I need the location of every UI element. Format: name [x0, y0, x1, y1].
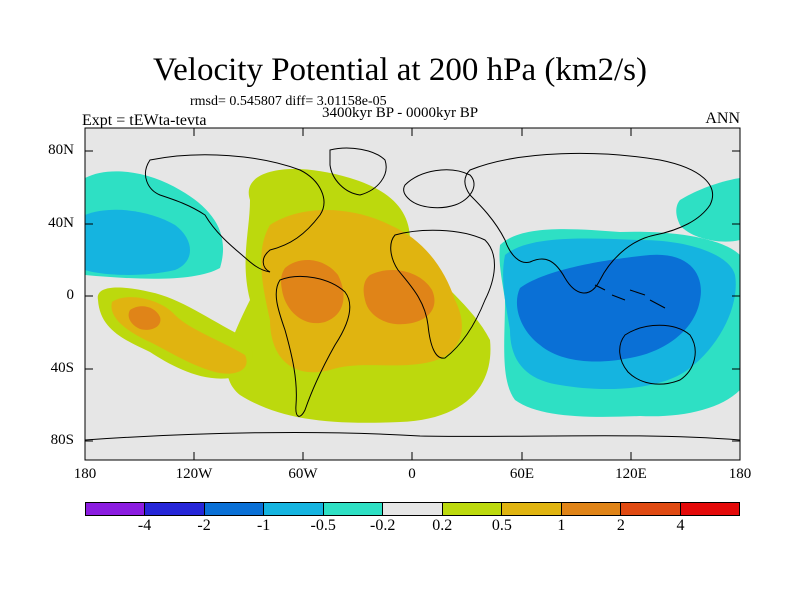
coast-south-america — [275, 275, 351, 417]
colorbar-swatch — [86, 503, 146, 515]
contour-positive-1-east — [363, 270, 435, 325]
contour-negative-1 — [516, 254, 701, 362]
map-title: Velocity Potential at 200 hPa (km2/s) — [152, 52, 648, 88]
colorbar-label: 2 — [616, 517, 625, 534]
coast-europe — [403, 169, 475, 209]
coast-asia — [464, 152, 713, 294]
lat-tick-label: 80S — [50, 432, 74, 448]
colorbar-swatch — [204, 503, 265, 515]
colorbar-swatch — [264, 503, 324, 515]
colorbar-label: -1 — [256, 517, 271, 534]
colorbar-label: -0.2 — [370, 517, 396, 534]
coast-africa — [390, 229, 495, 359]
colorbar-label: 0.5 — [491, 517, 512, 534]
coast-australia — [619, 324, 696, 385]
colorbar-swatch — [502, 503, 562, 515]
contour-negative-0.2-north — [676, 178, 740, 242]
lat-tick-label: 80N — [48, 142, 74, 158]
lon-tick-label: 120E — [615, 466, 647, 482]
coast-north-america — [145, 154, 325, 273]
contour-positive-0.5 — [261, 210, 462, 373]
colorbar-label: 1 — [557, 517, 566, 534]
colorbar — [85, 502, 740, 516]
lon-tick-label: 60W — [288, 466, 318, 482]
period-label: 3400kyr BP - 0000kyr BP — [322, 105, 479, 121]
colorbar-label: -4 — [137, 517, 152, 534]
stats-line: rmsd= 0.545807 diff= 3.01158e-05 — [190, 94, 387, 109]
lon-tick-label: 180 — [73, 466, 97, 482]
contour-fields — [85, 147, 740, 441]
lon-tick-label: 60E — [509, 466, 535, 482]
coast-greenland — [329, 147, 387, 196]
lat-tick-label: 40N — [48, 215, 74, 231]
contour-negative-0.5-npac — [85, 209, 190, 275]
lat-tick-label: 0 — [66, 287, 75, 303]
season-label: ANN — [705, 110, 740, 127]
lon-tick-label: 120W — [175, 466, 213, 482]
colorbar-swatch — [442, 503, 503, 515]
colorbar-label: -0.5 — [310, 517, 336, 534]
colorbar-label: 0.2 — [432, 517, 453, 534]
colorbar-label: -2 — [197, 517, 211, 534]
lon-tick-label: 180 — [728, 466, 752, 482]
contour-positive-1-pacific — [128, 306, 161, 330]
colorbar-swatch — [680, 503, 739, 515]
lat-tick-label: 40S — [50, 360, 74, 376]
contour-positive-1-west — [281, 259, 344, 324]
coastlines — [85, 147, 740, 441]
colorbar-swatch — [621, 503, 681, 515]
coast-maritime — [594, 284, 666, 309]
colorbar-swatch — [323, 503, 384, 515]
colorbar-swatch — [383, 503, 443, 515]
axis-ticks — [84, 128, 741, 460]
experiment-label: Expt = tEWta-tevta — [82, 112, 207, 129]
coast-antarctica — [85, 432, 740, 441]
colorbar-swatch — [145, 503, 205, 515]
lon-tick-label: 0 — [408, 466, 416, 482]
colorbar-swatch — [561, 503, 622, 515]
colorbar-label: 4 — [676, 517, 685, 534]
